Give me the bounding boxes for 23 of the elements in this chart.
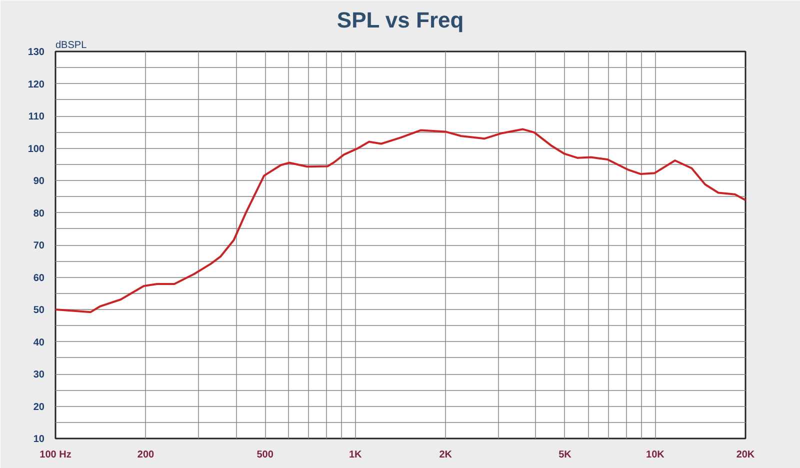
y-axis-title: dBSPL [56, 40, 88, 51]
x-tick-label: 20K [736, 450, 756, 460]
y-tick-label: 70 [33, 240, 45, 252]
x-tick-label: 5K [558, 450, 572, 460]
x-tick-label: 1K [348, 450, 363, 460]
y-tick-label: 90 [33, 176, 45, 187]
x-tick-label: 100 Hz [40, 450, 72, 460]
y-tick-label: 30 [33, 370, 45, 380]
y-tick-label: 100 [28, 144, 45, 155]
y-tick-label: 50 [33, 305, 45, 316]
chart-title: SPL vs Freq [336, 8, 464, 32]
x-tick-label: 200 [137, 450, 155, 460]
y-tick-label: 40 [33, 337, 45, 348]
y-tick-label: 10 [33, 434, 45, 445]
y-tick-label: 130 [28, 47, 45, 58]
y-tick-label: 80 [33, 208, 45, 220]
y-tick-label: 110 [28, 112, 45, 122]
y-tick-label: 60 [33, 272, 45, 284]
x-tick-label: 10K [646, 450, 666, 460]
x-tick-label: 500 [256, 450, 274, 460]
y-tick-label: 120 [28, 79, 45, 90]
x-tick-label: 2K [439, 450, 453, 460]
y-tick-label: 20 [33, 402, 45, 413]
